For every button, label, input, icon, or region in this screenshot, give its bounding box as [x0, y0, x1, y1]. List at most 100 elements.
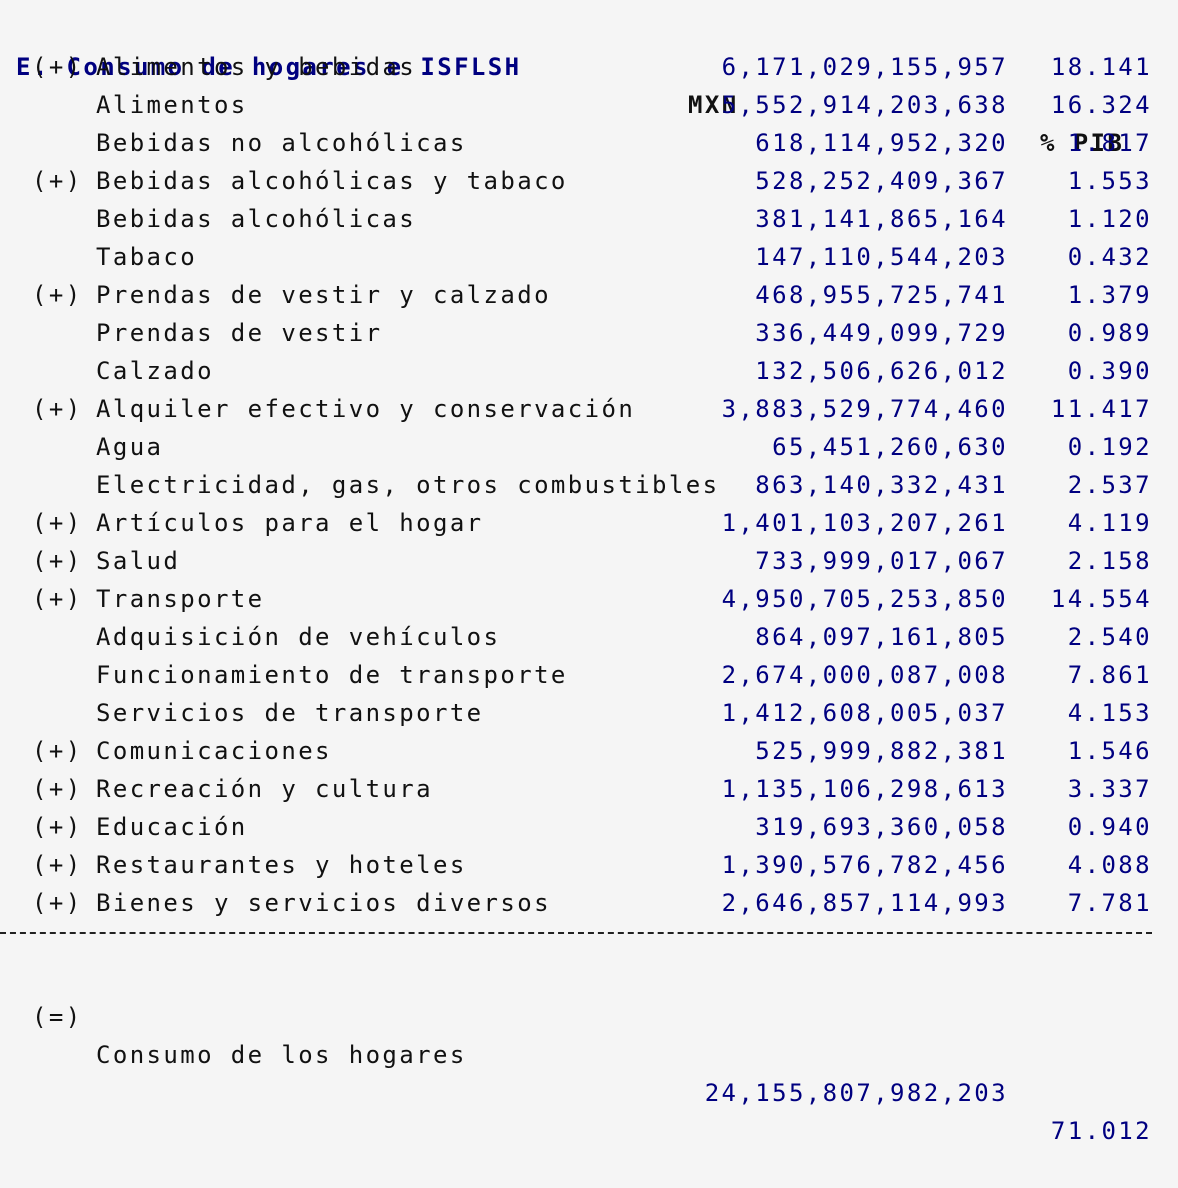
- row-label: Educación: [96, 813, 248, 841]
- row-value-mxn: 2,646,857,114,993: [721, 889, 1008, 917]
- table-row: (+) Alquiler efectivo y conservación 3,883…: [0, 390, 1178, 428]
- row-label: Prendas de vestir: [96, 319, 383, 347]
- row-value-pib: 4.153: [1067, 699, 1152, 727]
- table-row: Bebidas alcohólicas 381,141,865,164 1.120: [0, 200, 1178, 238]
- row-prefix: (+): [32, 585, 83, 613]
- table-header: E. Consumo de hogares e ISFLSH MXN % PIB: [0, 10, 1178, 157]
- table-row: (+) Recreación y cultura 1,135,106,298,613…: [0, 770, 1178, 808]
- row-value-mxn: 2,674,000,087,008: [721, 661, 1008, 689]
- table-row: (+) Restaurantes y hoteles 1,390,576,782,4…: [0, 846, 1178, 884]
- row-value-mxn: 3,883,529,774,460: [721, 395, 1008, 423]
- column-header-mxn: MXN: [688, 91, 739, 119]
- row-label: Alquiler efectivo y conservación: [96, 395, 636, 423]
- row-prefix: (+): [32, 53, 83, 81]
- row-value-mxn: 4,950,705,253,850: [721, 585, 1008, 613]
- row-value-pib: 11.417: [1050, 395, 1152, 423]
- divider-line: [0, 932, 1152, 934]
- row-value-mxn: 528,252,409,367: [755, 167, 1008, 195]
- row-value-pib: 0.192: [1067, 433, 1152, 461]
- row-value-pib: 3.337: [1067, 775, 1152, 803]
- row-value-pib: 16.324: [1050, 91, 1152, 119]
- row-value-pib: 7.861: [1067, 661, 1152, 689]
- row-prefix: (+): [32, 547, 83, 575]
- row-prefix: (+): [32, 813, 83, 841]
- row-label: Restaurantes y hoteles: [96, 851, 467, 879]
- row-value-mxn: 733,999,017,067: [755, 547, 1008, 575]
- table-row: (+) Comunicaciones 525,999,882,381 1.546: [0, 732, 1178, 770]
- row-value-mxn: 65,451,260,630: [772, 433, 1008, 461]
- row-value-pib: 2.158: [1067, 547, 1152, 575]
- row-label: Agua: [96, 433, 164, 461]
- row-value-mxn: 1,412,608,005,037: [721, 699, 1008, 727]
- total-pib: 71.012: [1050, 1117, 1152, 1145]
- row-value-pib: 1.379: [1067, 281, 1152, 309]
- row-prefix: (+): [32, 167, 83, 195]
- row-label: Comunicaciones: [96, 737, 332, 765]
- row-label: Alimentos y bebidas: [96, 53, 417, 81]
- row-value-pib: 1.817: [1067, 129, 1152, 157]
- row-label: Alimentos: [96, 91, 248, 119]
- row-value-pib: 2.537: [1067, 471, 1152, 499]
- row-label: Bebidas alcohólicas y tabaco: [96, 167, 568, 195]
- row-value-mxn: 319,693,360,058: [755, 813, 1008, 841]
- table-row: (+) Prendas de vestir y calzado 468,955,72…: [0, 276, 1178, 314]
- row-value-mxn: 1,135,106,298,613: [721, 775, 1008, 803]
- row-label: Bienes y servicios diversos: [96, 889, 551, 917]
- row-value-pib: 14.554: [1050, 585, 1152, 613]
- row-label: Bebidas alcohólicas: [96, 205, 417, 233]
- row-value-mxn: 6,171,029,155,957: [721, 53, 1008, 81]
- total-mxn: 24,155,807,982,203: [704, 1079, 1008, 1107]
- column-header-pib: % PIB: [1040, 129, 1125, 157]
- row-value-pib: 18.141: [1050, 53, 1152, 81]
- row-label: Calzado: [96, 357, 214, 385]
- row-value-pib: 0.432: [1067, 243, 1152, 271]
- row-label: Tabaco: [96, 243, 198, 271]
- row-value-pib: 1.120: [1067, 205, 1152, 233]
- table-row: (+) Educación 319,693,360,058 0.940: [0, 808, 1178, 846]
- row-value-mxn: 525,999,882,381: [755, 737, 1008, 765]
- row-label: Prendas de vestir y calzado: [96, 281, 551, 309]
- table-row: (+) Bebidas alcohólicas y tabaco 528,252,4…: [0, 162, 1178, 200]
- table-row: Tabaco 147,110,544,203 0.432: [0, 238, 1178, 276]
- row-value-mxn: 132,506,626,012: [755, 357, 1008, 385]
- row-value-mxn: 618,114,952,320: [755, 129, 1008, 157]
- table-row: Bebidas no alcohólicas 618,114,952,320 1.8…: [0, 124, 1178, 162]
- row-label: Transporte: [96, 585, 265, 613]
- row-label: Recreación y cultura: [96, 775, 433, 803]
- table-row: Calzado 132,506,626,012 0.390: [0, 352, 1178, 390]
- row-value-mxn: 336,449,099,729: [755, 319, 1008, 347]
- row-label: Electricidad, gas, otros combustibles: [96, 471, 720, 499]
- table-row: Alimentos 5,552,914,203,638 16.324: [0, 86, 1178, 124]
- row-value-pib: 4.119: [1067, 509, 1152, 537]
- table-row: (+) Alimentos y bebidas 6,171,029,155,957 1…: [0, 48, 1178, 86]
- table-row: Agua 65,451,260,630 0.192: [0, 428, 1178, 466]
- table-row: (+) Artículos para el hogar 1,401,103,207,…: [0, 504, 1178, 542]
- row-label: Servicios de transporte: [96, 699, 484, 727]
- table-row: (+) Bienes y servicios diversos 2,646,857,…: [0, 884, 1178, 922]
- table-row: Funcionamiento de transporte 2,674,000,08…: [0, 656, 1178, 694]
- row-value-mxn: 864,097,161,805: [755, 623, 1008, 651]
- table-row: Prendas de vestir 336,449,099,729 0.989: [0, 314, 1178, 352]
- row-value-pib: 0.390: [1067, 357, 1152, 385]
- total-prefix: (=): [32, 1003, 83, 1031]
- row-value-mxn: 468,955,725,741: [755, 281, 1008, 309]
- table-row: Electricidad, gas, otros combustibles 863…: [0, 466, 1178, 504]
- row-prefix: (+): [32, 281, 83, 309]
- row-value-mxn: 5,552,914,203,638: [721, 91, 1008, 119]
- row-prefix: (+): [32, 889, 83, 917]
- table-row: (+) Transporte 4,950,705,253,850 14.554: [0, 580, 1178, 618]
- row-label: Artículos para el hogar: [96, 509, 484, 537]
- row-label: Adquisición de vehículos: [96, 623, 501, 651]
- row-value-mxn: 1,401,103,207,261: [721, 509, 1008, 537]
- row-value-mxn: 1,390,576,782,456: [721, 851, 1008, 879]
- row-value-pib: 4.088: [1067, 851, 1152, 879]
- row-value-pib: 7.781: [1067, 889, 1152, 917]
- row-value-mxn: 381,141,865,164: [755, 205, 1008, 233]
- table-row: Servicios de transporte 1,412,608,005,037…: [0, 694, 1178, 732]
- table-row: (+) Salud 733,999,017,067 2.158: [0, 542, 1178, 580]
- console-output: E. Consumo de hogares e ISFLSH MXN % PIB…: [0, 10, 1178, 1145]
- row-prefix: (+): [32, 775, 83, 803]
- row-prefix: (+): [32, 851, 83, 879]
- row-prefix: (+): [32, 395, 83, 423]
- table-row: Adquisición de vehículos 864,097,161,805 2…: [0, 618, 1178, 656]
